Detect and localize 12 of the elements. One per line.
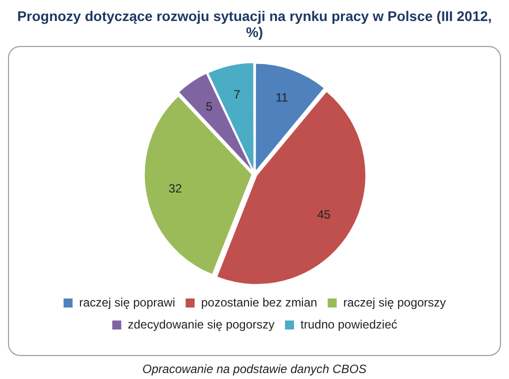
text: Opracowanie na podstawie danych CBOS xyxy=(141,362,368,376)
data-label: 5 xyxy=(206,100,213,114)
legend-label: raczej się pogorszy xyxy=(343,295,446,310)
legend-label: pozostanie bez zmian xyxy=(201,295,318,310)
legend-label: zdecydowanie się pogorszy xyxy=(128,317,275,332)
chart-title: Prognozy dotyczące rozwoju sytuacji na rynku pracy w Polsce (III 2012, %) xyxy=(16,8,493,40)
data-label: 11 xyxy=(276,90,288,104)
legend-label: raczej się poprawi xyxy=(79,295,176,310)
data-label: 32 xyxy=(168,181,182,196)
legend-label: trudno powiedzieć xyxy=(300,317,398,332)
data-label: 45 xyxy=(317,207,331,222)
data-label: 7 xyxy=(234,88,241,102)
